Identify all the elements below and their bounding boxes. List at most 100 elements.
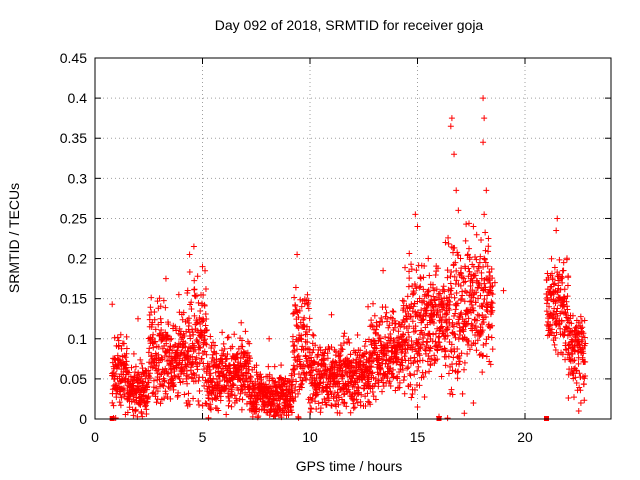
data-point [317, 405, 324, 412]
data-point [369, 389, 376, 396]
data-point [457, 282, 464, 289]
data-point [420, 286, 427, 293]
data-point [379, 388, 386, 395]
data-point [193, 372, 200, 379]
data-point [467, 283, 474, 290]
data-point [297, 335, 304, 342]
data-point [295, 325, 302, 332]
data-point [480, 263, 487, 270]
data-point [244, 349, 251, 356]
data-point [409, 390, 416, 397]
data-point [322, 346, 329, 353]
data-point [132, 406, 139, 413]
data-point [478, 269, 485, 276]
data-point [364, 390, 371, 397]
data-point [309, 395, 316, 402]
data-point [484, 308, 491, 315]
data-point [358, 391, 365, 398]
data-point [296, 356, 303, 363]
data-point [412, 323, 419, 330]
data-point [314, 391, 321, 398]
data-point [345, 382, 352, 389]
data-point [387, 331, 394, 338]
data-point [417, 312, 424, 319]
data-point [156, 295, 163, 302]
data-point [557, 286, 564, 293]
data-point [370, 337, 377, 344]
data-point [431, 360, 438, 367]
data-point [402, 337, 409, 344]
data-point [137, 401, 144, 408]
data-point [407, 372, 414, 379]
data-point [312, 398, 319, 405]
data-point [452, 334, 459, 341]
data-point [475, 265, 482, 272]
data-point [264, 402, 271, 409]
data-point [218, 347, 225, 354]
data-point [414, 403, 421, 410]
data-point [368, 322, 375, 329]
data-point [561, 295, 568, 302]
data-point [470, 307, 477, 314]
data-point [167, 336, 174, 343]
data-point [305, 297, 312, 304]
data-point [306, 326, 313, 333]
data-point [464, 350, 471, 357]
data-point [128, 364, 135, 371]
data-point [417, 283, 424, 290]
y-tick-label: 0.25 [60, 210, 87, 226]
data-point [149, 364, 156, 371]
data-point [571, 394, 578, 401]
data-point [491, 279, 498, 286]
data-point [575, 319, 582, 326]
plot-frame [94, 57, 612, 420]
data-point [167, 395, 174, 402]
data-point [170, 386, 177, 393]
data-point [476, 312, 483, 319]
data-point [357, 398, 364, 405]
data-point [431, 352, 438, 359]
data-point [123, 333, 130, 340]
data-point [458, 309, 465, 316]
data-point [582, 358, 589, 365]
data-point [201, 336, 208, 343]
data-point [291, 347, 298, 354]
data-point [465, 320, 472, 327]
data-point [482, 259, 489, 266]
data-point [479, 369, 486, 376]
data-point [159, 356, 166, 363]
data-point [453, 277, 460, 284]
data-point [413, 285, 420, 292]
data-point [201, 382, 208, 389]
data-point [564, 306, 571, 313]
data-point [406, 323, 413, 330]
data-point [118, 345, 125, 352]
data-point [442, 348, 449, 355]
data-point [350, 405, 357, 412]
data-point [167, 343, 174, 350]
data-point [549, 275, 556, 282]
data-point [482, 313, 489, 320]
data-point [315, 400, 322, 407]
data-point [204, 327, 211, 334]
data-point [418, 341, 425, 348]
data-point [444, 326, 451, 333]
data-point [544, 297, 551, 304]
data-point [191, 277, 198, 284]
data-point [117, 402, 124, 409]
data-point [416, 382, 423, 389]
data-point [569, 338, 576, 345]
data-point [289, 381, 296, 388]
data-point [454, 249, 461, 256]
data-point [176, 375, 183, 382]
data-point [476, 333, 483, 340]
data-point [557, 325, 564, 332]
data-point [196, 344, 203, 351]
data-point [116, 399, 123, 406]
y-tick-label: 0 [79, 411, 87, 427]
data-point [427, 345, 434, 352]
data-point [340, 333, 347, 340]
data-point [243, 375, 250, 382]
data-point [151, 316, 158, 323]
data-point [481, 211, 488, 218]
